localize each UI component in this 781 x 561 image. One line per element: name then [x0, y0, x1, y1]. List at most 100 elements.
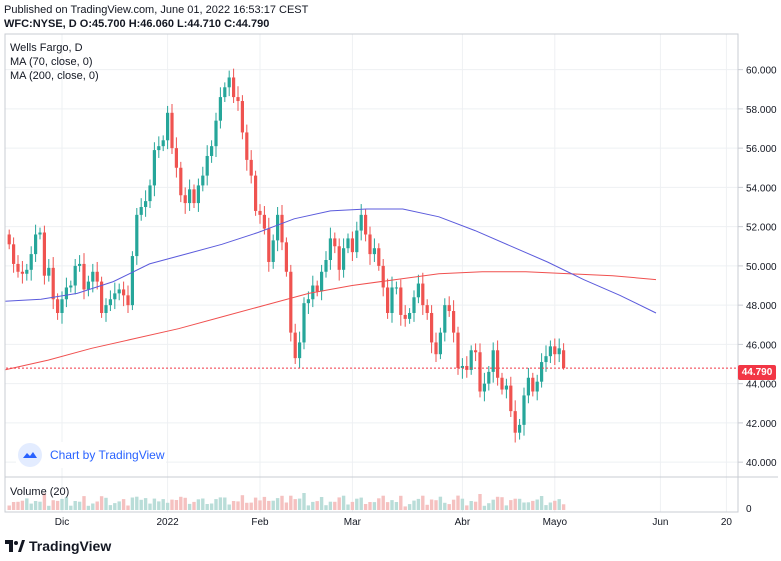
volume-bar — [130, 497, 135, 510]
candle-body — [166, 112, 170, 141]
volume-bar — [157, 501, 161, 510]
volume-bar — [487, 503, 491, 510]
candle-body — [359, 214, 363, 231]
candle-body — [16, 263, 20, 272]
tradingview-logo-icon — [5, 540, 25, 552]
candle-body — [328, 238, 332, 260]
candle-body — [320, 271, 324, 292]
candles — [7, 68, 566, 443]
volume-bar — [196, 499, 201, 510]
brand-logo[interactable]: TradingView — [5, 538, 111, 554]
watermark[interactable]: Chart by TradingView — [16, 442, 166, 468]
volume-bar — [421, 495, 425, 510]
candle-body — [412, 297, 416, 313]
volume-bar — [82, 496, 86, 510]
legend-ma70: MA (70, close, 0) — [10, 56, 93, 68]
candle-body — [544, 356, 548, 363]
volume-bar — [25, 498, 29, 510]
volume-bar — [399, 495, 403, 510]
candle-body — [64, 287, 68, 300]
volume-bar — [451, 499, 456, 510]
volume-bar — [117, 501, 121, 510]
x-tick-label: Mayo — [543, 517, 568, 528]
volume-bar — [227, 504, 231, 510]
candle-body — [91, 271, 95, 282]
x-tick-label: Abr — [455, 517, 471, 528]
volume-bar — [73, 501, 77, 510]
volume-bars — [7, 493, 566, 510]
candle-body — [324, 260, 328, 272]
candle-body — [298, 342, 302, 359]
volume-bar — [289, 495, 293, 510]
volume-bar — [377, 498, 381, 510]
candle-body — [381, 265, 385, 288]
y-tick-label: 48.000 — [746, 301, 777, 312]
candle-body — [284, 242, 288, 272]
candle-body — [51, 267, 55, 300]
volume-bar — [293, 499, 297, 510]
y-tick-label: 46.000 — [746, 340, 777, 351]
volume-bar — [465, 505, 469, 510]
volume-bar — [438, 496, 443, 510]
time-axis: Dic 2022 Feb Mar Abr Mayo Jun 20 — [55, 517, 733, 528]
volume-bar — [429, 499, 434, 510]
candle-body — [443, 305, 447, 333]
y-tick-label: 52.000 — [746, 223, 777, 234]
x-tick-label: Feb — [251, 517, 269, 528]
ma200-line — [4, 271, 657, 371]
candle-body — [557, 348, 561, 355]
grid — [5, 34, 738, 512]
candle-body — [482, 383, 486, 392]
candle-body — [394, 287, 398, 289]
candle-body — [289, 271, 293, 333]
volume-bar — [324, 505, 328, 510]
candle-body — [73, 265, 77, 286]
volume-bar — [341, 495, 346, 510]
candle-body — [170, 112, 174, 149]
volume-bar — [275, 498, 280, 510]
volume-bar — [522, 502, 526, 510]
candle-body — [390, 287, 394, 313]
candle-body — [337, 246, 341, 270]
candle-body — [333, 238, 337, 247]
legend-volume: Volume (20) — [10, 486, 70, 498]
candle-body — [34, 234, 38, 255]
volume-bar — [311, 501, 315, 510]
volume-bar — [240, 495, 245, 510]
candle-body — [447, 305, 451, 312]
volume-bar — [381, 495, 385, 510]
candle-body — [478, 352, 482, 392]
volume-bar — [174, 500, 179, 510]
candle-body — [425, 305, 429, 313]
y-tick-label: 40.000 — [746, 458, 777, 469]
price-axis: 60.000 58.000 56.000 54.000 52.000 50.000 48.0… — [738, 66, 777, 515]
volume-bar — [434, 500, 438, 510]
volume-bar — [95, 501, 99, 510]
volume-bar — [500, 497, 504, 510]
candle-body — [438, 332, 442, 355]
candle-body — [258, 210, 262, 215]
candle-body — [342, 248, 346, 270]
candle-body — [240, 101, 244, 133]
volume-bar — [447, 504, 451, 510]
volume-bar — [121, 499, 126, 510]
candle-body — [126, 295, 130, 306]
candle-body — [86, 281, 90, 290]
volume-bar — [33, 501, 38, 510]
volume-bar — [267, 500, 271, 510]
candle-body — [408, 312, 412, 319]
candle-body — [368, 234, 372, 255]
candle-body — [188, 189, 192, 204]
volume-bar — [416, 498, 421, 510]
volume-bar — [113, 503, 117, 510]
published-line: Published on TradingView.com, June 01, 2… — [4, 4, 309, 16]
volume-bar — [513, 498, 517, 510]
volume-bar — [544, 505, 548, 510]
volume-bar — [385, 502, 390, 510]
volume-tick-label: 0 — [746, 504, 752, 515]
volume-bar — [91, 503, 95, 510]
candle-body — [540, 362, 544, 382]
candle-body — [161, 140, 165, 147]
candle-body — [513, 411, 517, 433]
